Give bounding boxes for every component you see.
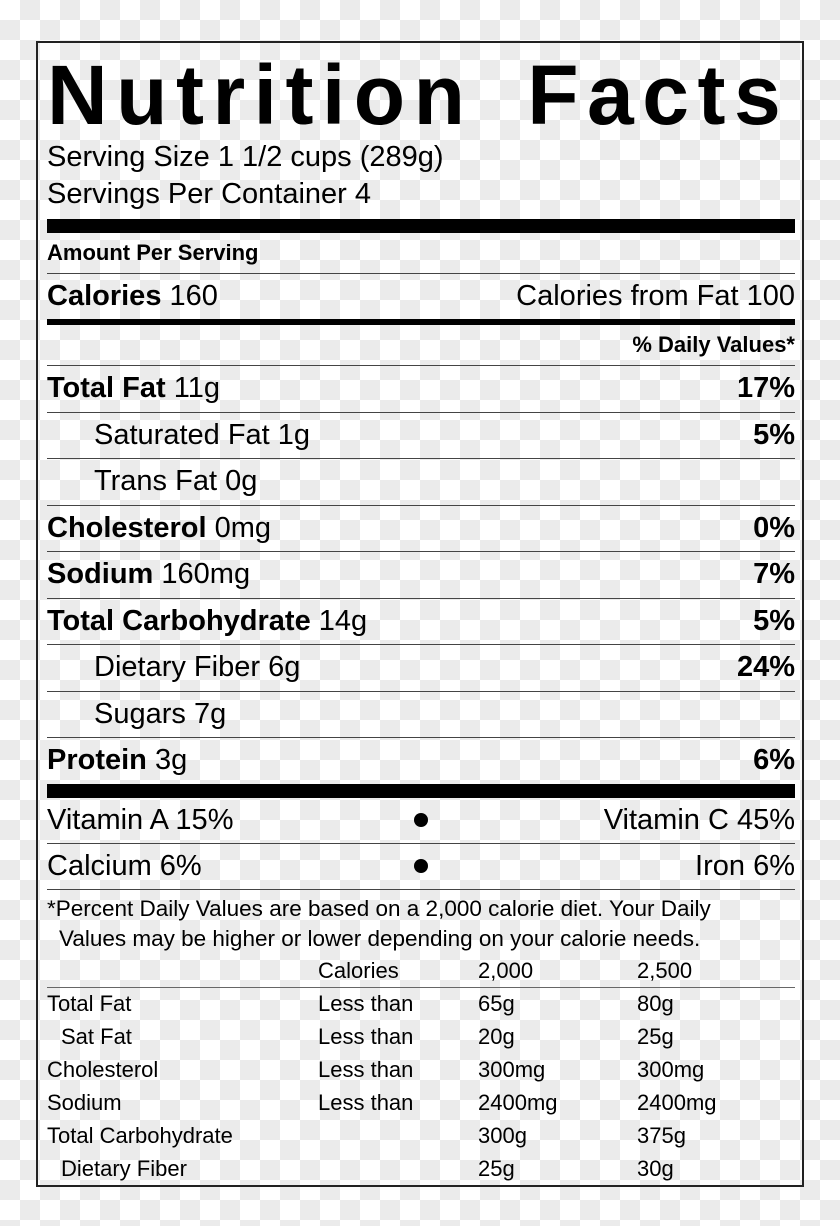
nutrient-list: Total Fat 11g 17% Saturated Fat 1g 5% Tran… bbox=[47, 366, 795, 784]
ref-cell bbox=[318, 1153, 478, 1186]
ref-cell: 80g bbox=[637, 991, 674, 1016]
nutrient-row-trans-fat: Trans Fat 0g bbox=[47, 459, 795, 506]
ref-cell bbox=[47, 955, 318, 988]
calories-from-fat: Calories from Fat 100 bbox=[516, 280, 795, 312]
ref-cell: Less than bbox=[318, 1090, 414, 1115]
bullet-icon bbox=[414, 813, 428, 827]
reference-row: Sodium Less than 2400mg 2400mg bbox=[47, 1087, 795, 1120]
ref-cell: 300g bbox=[478, 1123, 527, 1148]
footnote: *Percent Daily Values are based on a 2,0… bbox=[47, 890, 795, 954]
nutrient-label: Protein bbox=[47, 744, 147, 777]
bullet-icon bbox=[414, 859, 428, 873]
ref-cell: 65g bbox=[478, 991, 515, 1016]
nutrient-label: Total Carbohydrate bbox=[47, 604, 311, 637]
ref-cell: 375g bbox=[637, 1123, 686, 1148]
footnote-line: Values may be higher or lower depending … bbox=[59, 925, 701, 951]
reference-row: Total Fat Less than 65g 80g bbox=[47, 987, 795, 1021]
nutrient-amount: 11g bbox=[173, 372, 220, 405]
vitamin-c: Vitamin C 45% bbox=[603, 803, 795, 836]
nutrient-dv: 24% bbox=[736, 651, 795, 684]
reference-row: Sat Fat Less than 20g 25g bbox=[47, 1021, 795, 1054]
iron: Iron 6% bbox=[695, 849, 795, 882]
daily-values-label: % Daily Values* bbox=[632, 332, 795, 357]
reference-row: Dietary Fiber 25g 30g bbox=[47, 1153, 795, 1186]
nutrient-row-protein: Protein 3g 6% bbox=[47, 738, 795, 784]
ref-cell: Less than bbox=[318, 1057, 414, 1082]
ref-cell: 300mg bbox=[637, 1057, 705, 1082]
nutrient-row-saturated-fat: Saturated Fat 1g 5% bbox=[47, 413, 795, 459]
calcium: Calcium 6% bbox=[47, 849, 202, 882]
nutrient-amount: 160mg bbox=[161, 558, 251, 591]
nutrient-dv: 0% bbox=[753, 511, 795, 544]
calories-label: Calories bbox=[47, 280, 162, 312]
nutrient-label: Sugars bbox=[94, 697, 186, 730]
reference-row: Total Carbohydrate 300g 375g bbox=[47, 1120, 795, 1153]
nutrient-dv: 17% bbox=[736, 372, 795, 405]
nutrient-label: Dietary Fiber bbox=[94, 651, 260, 684]
ref-cell: 2,000 bbox=[478, 955, 637, 988]
nutrient-amount: 0g bbox=[225, 465, 258, 498]
ref-cell: 25g bbox=[478, 1156, 515, 1181]
ref-cell: 30g bbox=[637, 1156, 674, 1181]
vitamin-row: Calcium 6% Iron 6% bbox=[47, 844, 795, 890]
nutrient-row-total-fat: Total Fat 11g 17% bbox=[47, 366, 795, 413]
divider-medium bbox=[47, 319, 795, 325]
nutrient-dv: 5% bbox=[753, 604, 795, 637]
ref-cell: Calories bbox=[318, 955, 478, 988]
divider-thick bbox=[47, 219, 795, 233]
reference-header: Calories 2,000 2,500 bbox=[47, 955, 795, 988]
daily-values-header: % Daily Values* bbox=[47, 325, 795, 366]
nutrition-label: Nutrition Facts Serving Size 1 1/2 cups … bbox=[36, 41, 804, 1187]
calories-row: Calories 160 Calories from Fat 100 bbox=[47, 274, 795, 319]
nutrient-label: Trans Fat bbox=[94, 465, 218, 498]
ref-cell: 2400mg bbox=[478, 1090, 558, 1115]
nutrient-row-sugars: Sugars 7g bbox=[47, 692, 795, 738]
ref-cell bbox=[318, 1120, 478, 1153]
ref-cell: 20g bbox=[478, 1024, 515, 1049]
nutrient-dv: 7% bbox=[753, 558, 795, 591]
ref-cell: 2,500 bbox=[637, 955, 795, 988]
nutrient-dv: 6% bbox=[753, 744, 795, 777]
nutrient-row-sodium: Sodium 160mg 7% bbox=[47, 552, 795, 599]
nutrient-amount: 6g bbox=[268, 651, 301, 684]
ref-cell: Total Fat bbox=[47, 991, 132, 1016]
ref-cell: Sodium bbox=[47, 1090, 122, 1115]
divider bbox=[47, 273, 795, 274]
nutrient-label: Saturated Fat bbox=[94, 418, 270, 451]
nutrient-amount: 1g bbox=[277, 418, 311, 451]
nutrient-amount: 7g bbox=[193, 697, 227, 730]
serving-size: Serving Size 1 1/2 cups (289g) bbox=[47, 141, 444, 173]
vitamin-row: Vitamin A 15% Vitamin C 45% bbox=[47, 798, 795, 844]
amount-per-serving-label: Amount Per Serving bbox=[47, 240, 259, 265]
ref-cell: Cholesterol bbox=[47, 1057, 159, 1082]
reference-row: Cholesterol Less than 300mg 300mg bbox=[47, 1054, 795, 1087]
footnote-line: *Percent Daily Values are based on a 2,0… bbox=[47, 895, 711, 921]
nutrient-label: Cholesterol bbox=[47, 511, 207, 544]
nutrient-row-dietary-fiber: Dietary Fiber 6g 24% bbox=[47, 645, 795, 692]
amount-per-serving: Amount Per Serving bbox=[47, 233, 795, 273]
nutrient-amount: 3g bbox=[154, 744, 188, 777]
nutrient-dv: 5% bbox=[753, 418, 795, 451]
servings-per-container: Servings Per Container 4 bbox=[47, 178, 371, 210]
nutrient-label: Total Fat bbox=[47, 372, 166, 405]
ref-cell: 25g bbox=[637, 1024, 674, 1049]
label-title: Nutrition Facts bbox=[47, 48, 790, 142]
nutrient-row-cholesterol: Cholesterol 0mg 0% bbox=[47, 506, 795, 552]
calories-value: 160 bbox=[169, 280, 218, 312]
divider-thick bbox=[47, 783, 795, 798]
nutrient-amount: 14g bbox=[318, 604, 368, 637]
ref-cell: 2400mg bbox=[637, 1090, 717, 1115]
ref-cell: Less than bbox=[318, 1024, 414, 1049]
ref-cell: Total Carbohydrate bbox=[47, 1123, 233, 1148]
nutrient-row-total-carbohydrate: Total Carbohydrate 14g 5% bbox=[47, 599, 795, 645]
ref-cell: Less than bbox=[318, 991, 414, 1016]
nutrient-label: Sodium bbox=[47, 558, 154, 591]
reference-table: Calories 2,000 2,500 Total Fat Less than 6… bbox=[47, 955, 795, 1186]
nutrient-amount: 0mg bbox=[214, 511, 272, 544]
ref-cell: 300mg bbox=[478, 1057, 546, 1082]
ref-cell: Sat Fat bbox=[61, 1024, 132, 1049]
ref-cell: Dietary Fiber bbox=[61, 1156, 187, 1181]
vitamin-a: Vitamin A 15% bbox=[47, 803, 234, 836]
